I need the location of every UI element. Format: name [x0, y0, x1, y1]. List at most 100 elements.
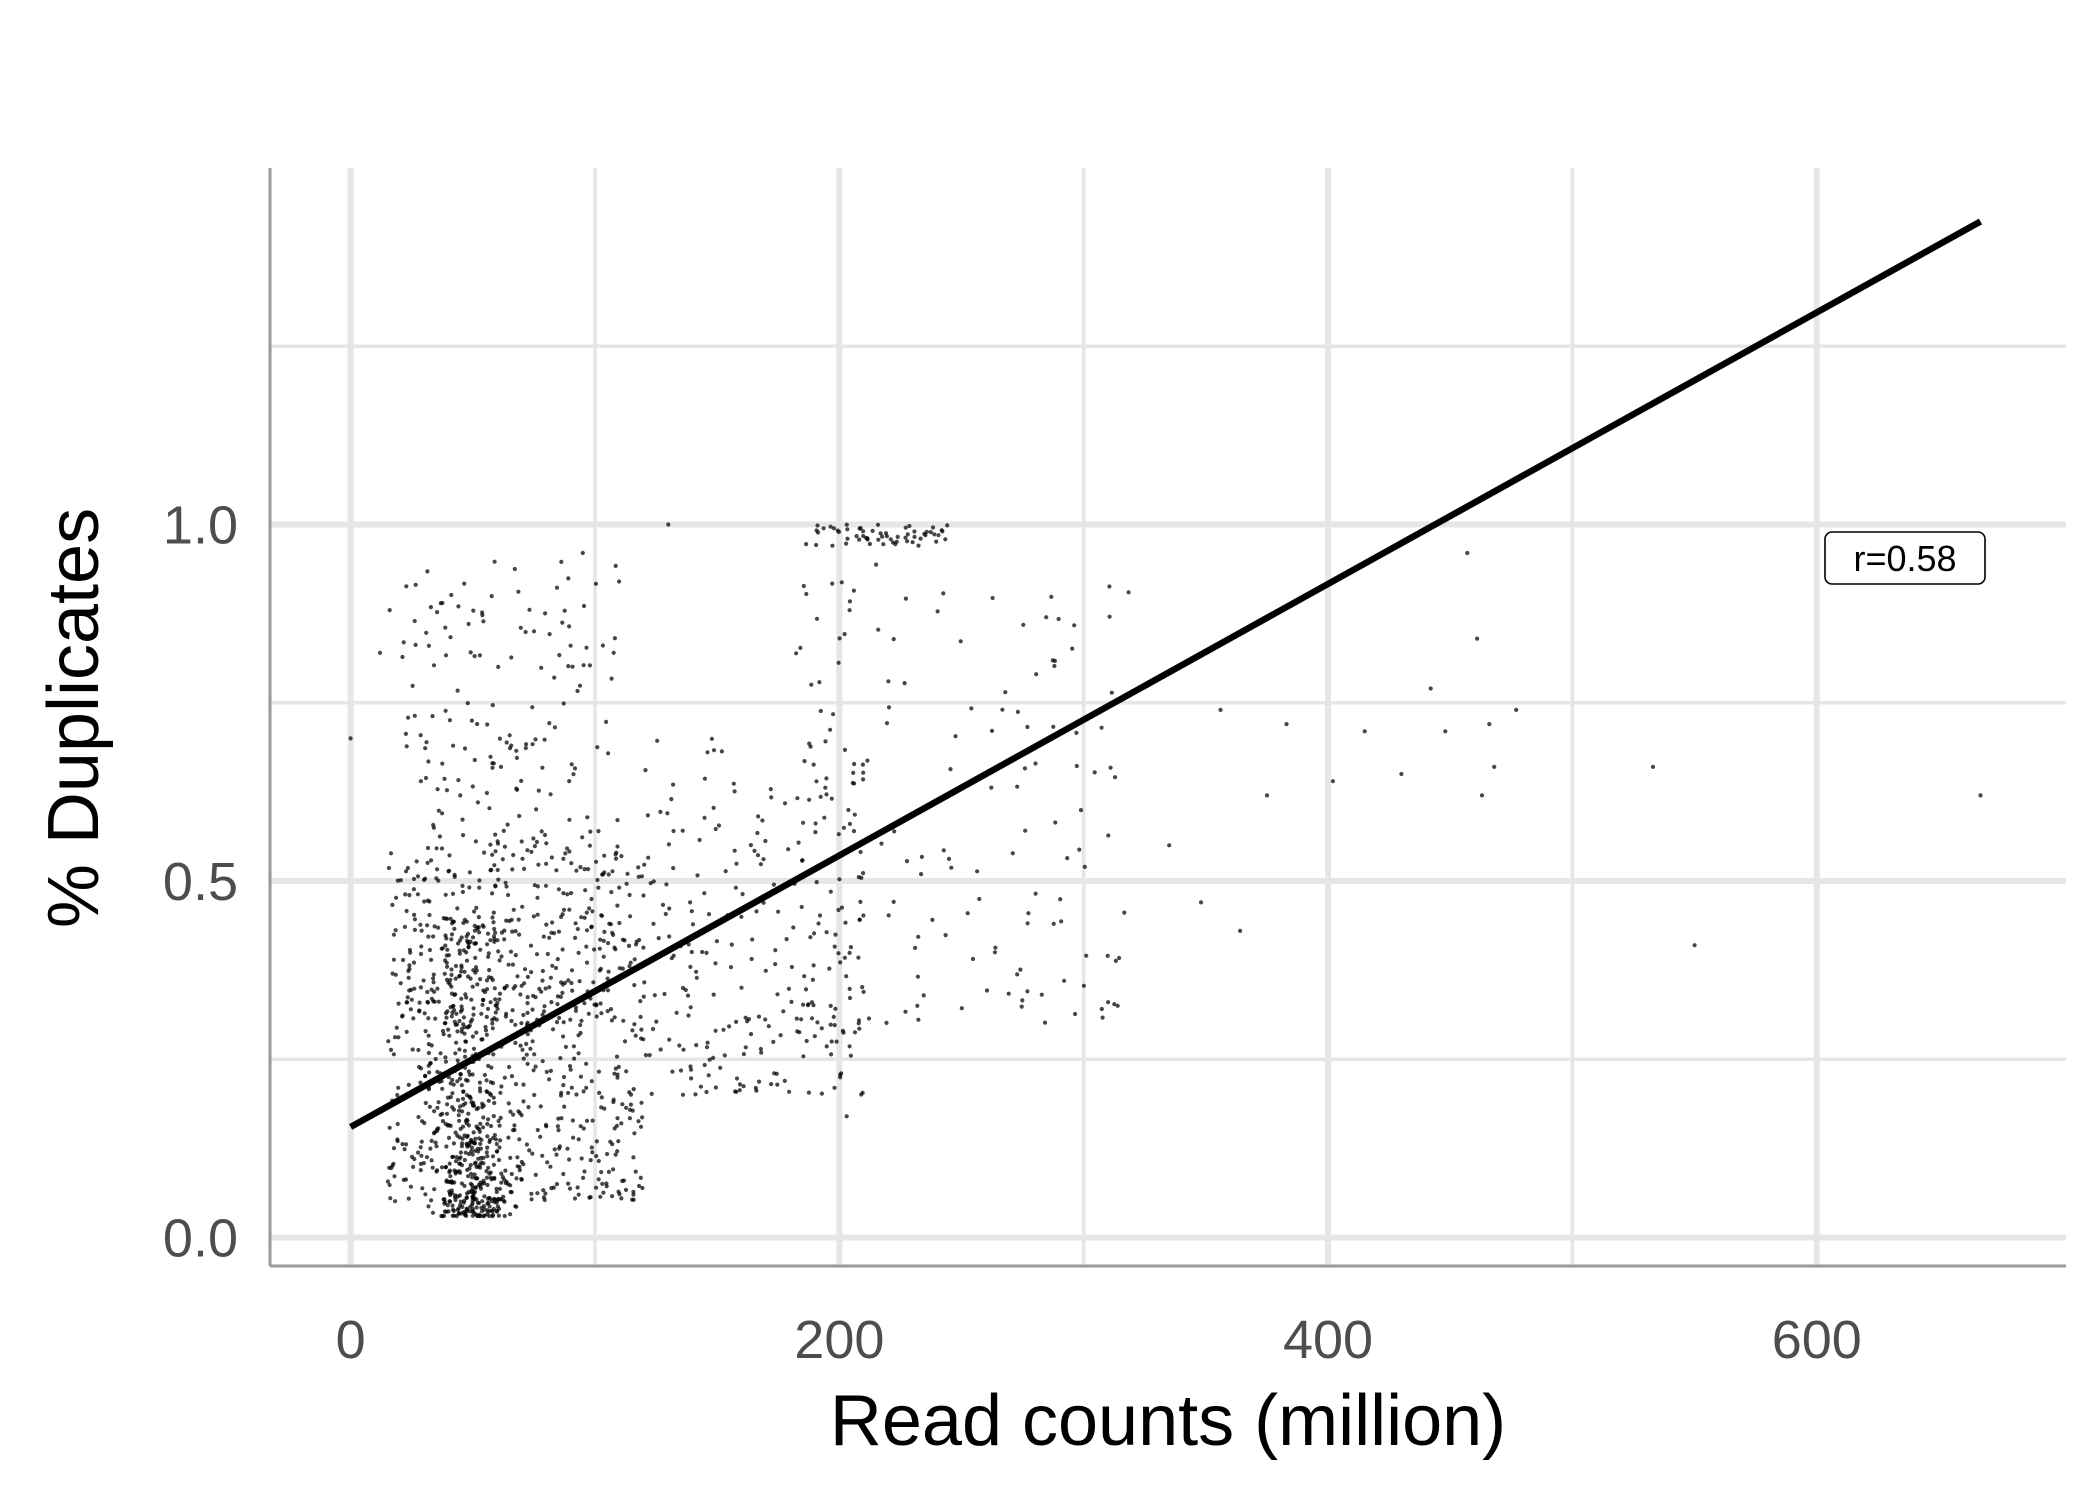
data-point [569, 861, 574, 866]
data-point [462, 1025, 467, 1030]
data-point [588, 829, 593, 834]
data-point [582, 1169, 587, 1174]
data-point [443, 1011, 449, 1016]
data-point [411, 960, 417, 965]
data-point [781, 1009, 786, 1014]
data-point [1081, 983, 1086, 988]
data-point [528, 943, 534, 948]
data-point [412, 912, 417, 918]
data-point [490, 703, 495, 708]
data-point [824, 792, 829, 797]
data-point [442, 776, 447, 781]
data-point [525, 1032, 530, 1037]
data-point [539, 665, 544, 670]
data-point [450, 921, 455, 926]
data-point [626, 943, 632, 949]
data-point [471, 1190, 476, 1195]
data-point [836, 660, 841, 665]
data-point [403, 731, 408, 737]
data-point [466, 1111, 471, 1116]
data-point [589, 896, 594, 902]
data-point [457, 974, 462, 979]
data-point [439, 1165, 445, 1170]
data-point [476, 915, 481, 920]
data-point [431, 934, 436, 939]
data-point [601, 938, 606, 944]
data-point [638, 999, 643, 1004]
data-point [700, 949, 705, 955]
data-point [567, 779, 572, 784]
data-point [689, 949, 694, 955]
data-point [576, 950, 581, 956]
data-point [398, 981, 403, 986]
data-point [488, 1092, 493, 1098]
data-point [493, 849, 498, 854]
data-point [498, 1090, 503, 1095]
data-point [396, 1085, 401, 1090]
data-point [579, 915, 584, 920]
data-point [630, 1028, 635, 1033]
data-point [501, 1194, 506, 1199]
data-point [1167, 843, 1172, 848]
data-point [507, 746, 513, 751]
data-point [483, 1024, 488, 1030]
data-point [433, 1016, 438, 1021]
data-point [465, 974, 471, 979]
data-point [1284, 722, 1289, 727]
data-point [502, 1075, 507, 1080]
data-point [477, 885, 482, 890]
data-point [852, 812, 857, 817]
data-point [677, 1043, 682, 1048]
data-point [774, 1071, 779, 1076]
data-point [405, 995, 410, 1000]
data-point [839, 905, 845, 910]
data-point [474, 1205, 479, 1210]
data-point [442, 1209, 447, 1214]
data-point [667, 906, 672, 911]
data-point [597, 946, 602, 951]
data-point [423, 1100, 428, 1106]
data-point [510, 1112, 516, 1117]
data-point [969, 706, 974, 711]
data-point [540, 1012, 545, 1017]
data-point [387, 1125, 392, 1130]
data-point [664, 882, 669, 887]
data-point [486, 1200, 491, 1205]
data-point [412, 927, 417, 933]
data-point [1106, 833, 1111, 838]
data-point [804, 542, 809, 547]
data-point [1006, 991, 1011, 996]
data-point [473, 1185, 478, 1190]
data-point [530, 705, 535, 710]
data-point [640, 1115, 645, 1120]
data-point [555, 957, 560, 962]
data-point [400, 1013, 405, 1018]
data-point [544, 1069, 549, 1074]
data-point [563, 1044, 569, 1049]
data-point [587, 843, 593, 848]
data-point [423, 746, 428, 751]
data-point [540, 1059, 545, 1064]
data-point [463, 1211, 468, 1216]
data-point [919, 854, 925, 860]
data-point [859, 1092, 864, 1097]
data-point [540, 968, 546, 974]
data-point [598, 1194, 603, 1199]
data-point [596, 1158, 601, 1164]
data-point [484, 1014, 489, 1020]
data-point [665, 811, 670, 816]
data-point [587, 1195, 592, 1200]
data-point [599, 1011, 604, 1016]
data-point [404, 584, 409, 589]
data-point [817, 913, 823, 918]
data-point [625, 871, 630, 876]
data-point [799, 904, 804, 910]
data-point [750, 937, 755, 942]
data-point [787, 1089, 792, 1094]
data-point [1399, 771, 1404, 777]
data-point [801, 820, 806, 825]
data-point [1026, 911, 1031, 916]
data-point [577, 683, 583, 688]
data-point [609, 676, 614, 681]
data-point [613, 856, 619, 861]
